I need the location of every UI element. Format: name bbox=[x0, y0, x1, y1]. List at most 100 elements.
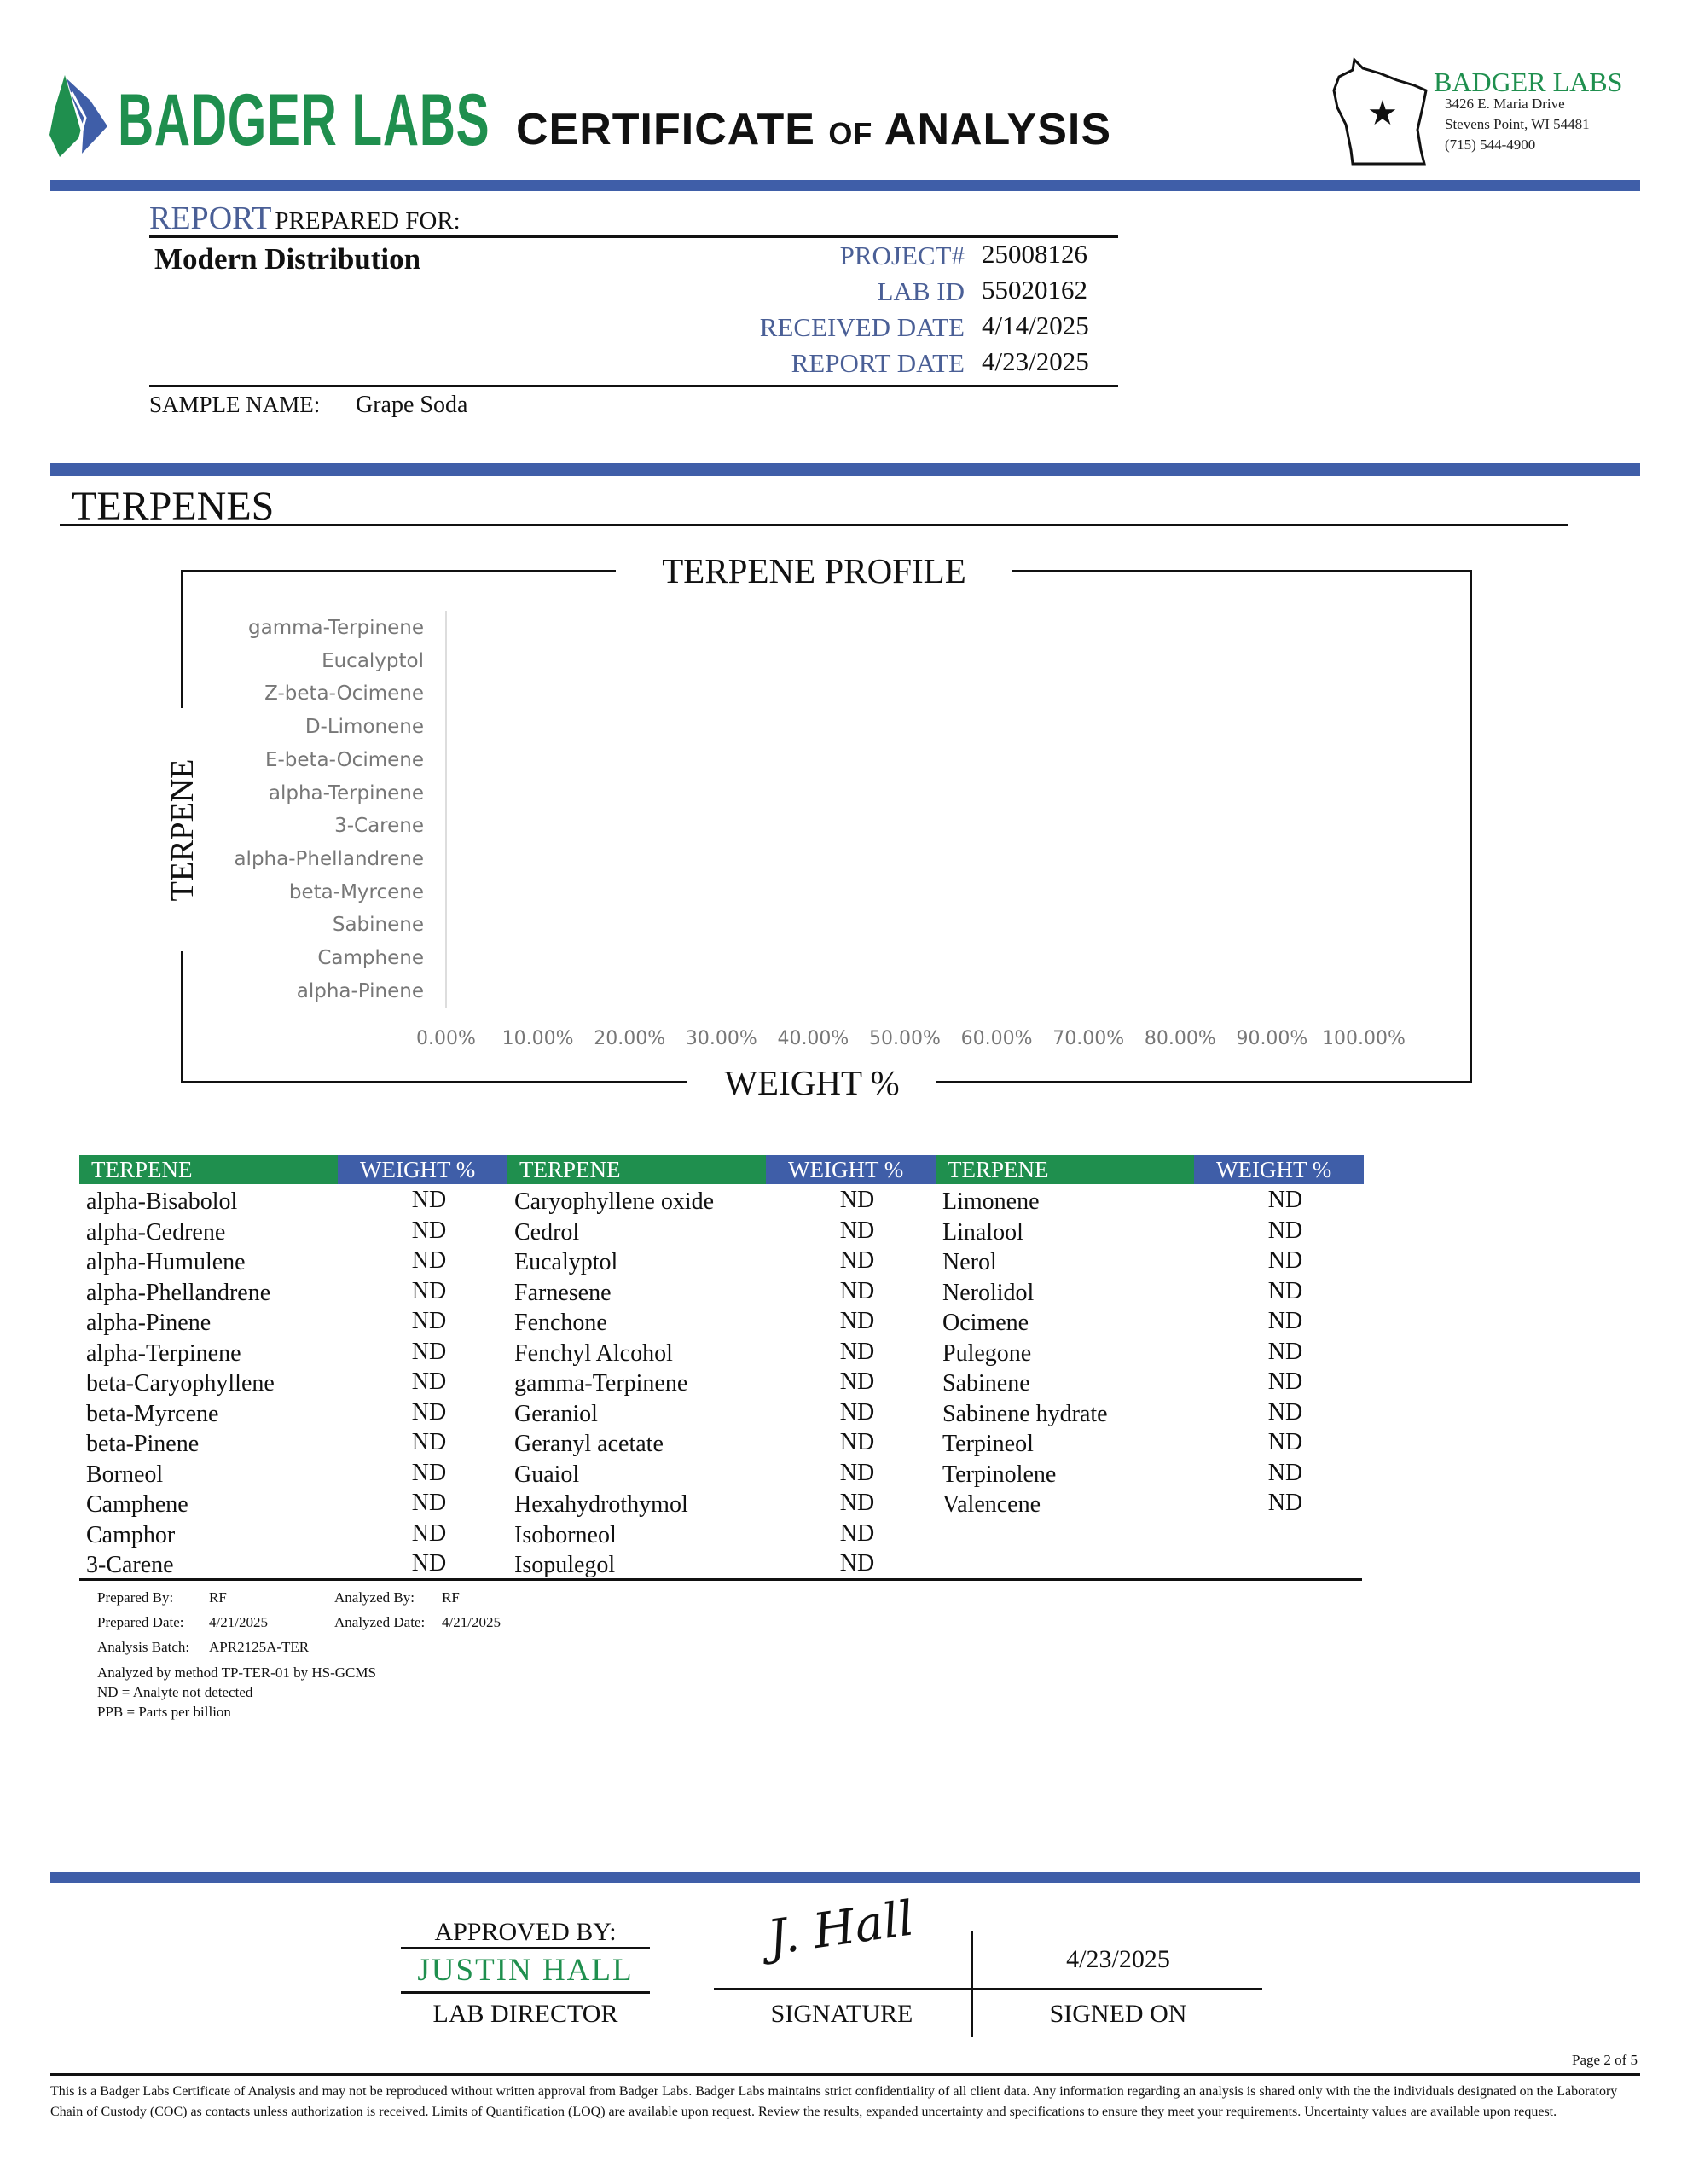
chart-x-tick-label: 80.00% bbox=[1144, 1028, 1216, 1049]
chart-category-label: Camphene bbox=[317, 947, 424, 969]
prepared-by-value: RF bbox=[209, 1589, 227, 1606]
terpene-name: Terpineol bbox=[942, 1431, 1034, 1457]
terpene-weight: ND bbox=[1267, 1277, 1303, 1304]
lab-id-value: 55020162 bbox=[982, 275, 1087, 305]
address-company-name: BADGER LABS bbox=[1434, 67, 1623, 97]
report-prepared-for-heading: REPORT PREPARED FOR: bbox=[149, 200, 461, 236]
column-header-terpene: TERPENE bbox=[507, 1155, 766, 1184]
terpene-weight: ND bbox=[411, 1490, 447, 1516]
terpene-weight: ND bbox=[411, 1217, 447, 1244]
terpene-weight: ND bbox=[839, 1247, 875, 1274]
section-title: TERPENES bbox=[72, 484, 275, 529]
terpene-name: alpha-Terpinene bbox=[86, 1339, 241, 1367]
report-date-label: REPORT DATE bbox=[791, 348, 965, 378]
project-value: 25008126 bbox=[982, 239, 1087, 269]
terpene-weight: ND bbox=[839, 1459, 875, 1486]
divider bbox=[149, 385, 1118, 387]
terpene-name: Isoborneol bbox=[514, 1521, 617, 1548]
terpene-name: Fenchyl Alcohol bbox=[514, 1339, 673, 1367]
chart-category-label: gamma-Terpinene bbox=[248, 617, 424, 639]
analyzed-by-label: Analyzed By: bbox=[334, 1589, 415, 1606]
column-header-terpene: TERPENE bbox=[936, 1155, 1194, 1184]
chart-y-axis-line bbox=[445, 611, 447, 1008]
chart-category-label: Z-beta-Ocimene bbox=[264, 682, 424, 706]
chart-category-label: Eucalyptol bbox=[322, 649, 424, 672]
terpene-name: Linalool bbox=[942, 1218, 1023, 1246]
table-bottom-rule bbox=[79, 1578, 1362, 1581]
signature-separator bbox=[971, 1931, 973, 2037]
terpene-weight: ND bbox=[411, 1187, 447, 1213]
chart-x-tick-label: 90.00% bbox=[1236, 1028, 1308, 1049]
terpene-name: alpha-Cedrene bbox=[86, 1218, 226, 1246]
terpene-weight: ND bbox=[411, 1277, 447, 1304]
approver-role: LAB DIRECTOR bbox=[432, 2000, 618, 2028]
terpene-name: alpha-Humulene bbox=[86, 1249, 246, 1275]
signature-label: SIGNATURE bbox=[770, 2000, 913, 2028]
signature-image: J. Hall bbox=[764, 1891, 918, 1966]
approved-by-label: APPROVED BY: bbox=[434, 1918, 617, 1946]
chart-category-label: D-Limonene bbox=[304, 716, 424, 739]
ppb-note: PPB = Parts per billion bbox=[97, 1704, 231, 1720]
terpene-name: alpha-Phellandrene bbox=[86, 1279, 271, 1306]
terpene-weight: ND bbox=[1267, 1429, 1303, 1455]
terpene-weight: ND bbox=[839, 1550, 875, 1577]
analyzed-date-value: 4/21/2025 bbox=[442, 1614, 501, 1630]
project-label: PROJECT# bbox=[839, 241, 965, 270]
divider bbox=[50, 2073, 1640, 2076]
terpene-weight: ND bbox=[839, 1338, 875, 1365]
lab-id-label: LAB ID bbox=[877, 276, 965, 306]
header-divider-bar bbox=[50, 180, 1640, 191]
received-date-label: RECEIVED DATE bbox=[759, 312, 965, 342]
terpene-name: Ocimene bbox=[942, 1310, 1029, 1336]
footer-divider-bar bbox=[50, 1872, 1640, 1883]
page-number: Page 2 of 5 bbox=[1572, 2052, 1638, 2068]
address-street: 3426 E. Maria Drive bbox=[1445, 96, 1565, 112]
wisconsin-map-icon: ★ bbox=[1332, 56, 1428, 166]
terpene-weight: ND bbox=[411, 1368, 447, 1395]
terpene-name: 3-Carene bbox=[86, 1552, 174, 1578]
chart-category-label: 3-Carene bbox=[334, 815, 424, 838]
chart-category-label: alpha-Phellandrene bbox=[234, 847, 424, 870]
terpene-name: Farnesene bbox=[514, 1279, 612, 1306]
terpene-weight: ND bbox=[1267, 1459, 1303, 1486]
terpene-name: beta-Caryophyllene bbox=[86, 1370, 275, 1397]
terpene-weight: ND bbox=[411, 1459, 447, 1486]
chart-x-tick-label: 0.00% bbox=[416, 1028, 476, 1049]
terpene-weight: ND bbox=[411, 1519, 447, 1547]
signed-on-label: SIGNED ON bbox=[1049, 2000, 1187, 2028]
address-city: Stevens Point, WI 54481 bbox=[1445, 116, 1590, 132]
chart-x-tick-label: 60.00% bbox=[960, 1028, 1033, 1049]
chart-x-tick-label: 100.00% bbox=[1322, 1028, 1406, 1049]
signed-date: 4/23/2025 bbox=[1066, 1945, 1170, 1973]
terpene-name: Terpinolene bbox=[942, 1461, 1057, 1488]
logo-text: BADGER LABS bbox=[118, 79, 490, 161]
section-divider-bar bbox=[50, 463, 1640, 476]
column-header-weight: WEIGHT % bbox=[338, 1155, 507, 1184]
terpene-weight: ND bbox=[1267, 1490, 1303, 1516]
chart-x-tick-label: 70.00% bbox=[1052, 1028, 1125, 1049]
terpene-name: Sabinene hydrate bbox=[942, 1400, 1108, 1427]
terpene-name: Geranyl acetate bbox=[514, 1431, 664, 1457]
analyzed-date-label: Analyzed Date: bbox=[334, 1614, 426, 1630]
terpene-name: Valencene bbox=[942, 1491, 1041, 1518]
chart-category-label: beta-Myrcene bbox=[288, 880, 424, 903]
chart-category-label: Sabinene bbox=[332, 914, 424, 937]
prepared-by-label: Prepared By: bbox=[97, 1589, 174, 1606]
terpene-weight: ND bbox=[839, 1277, 875, 1304]
terpene-name: Nerol bbox=[942, 1249, 997, 1275]
terpene-name: Isopulegol bbox=[514, 1552, 616, 1578]
chart-x-tick-label: 40.00% bbox=[777, 1028, 849, 1049]
chart-category-label: E-beta-Ocimene bbox=[264, 748, 424, 771]
divider bbox=[401, 1991, 650, 1994]
chart-y-axis-label: TERPENE bbox=[164, 753, 201, 907]
terpene-name: beta-Myrcene bbox=[86, 1400, 219, 1427]
terpene-weight: ND bbox=[411, 1398, 447, 1426]
terpene-name: Camphene bbox=[86, 1491, 188, 1518]
column-header-weight: WEIGHT % bbox=[766, 1155, 936, 1184]
chart-category-label: alpha-Pinene bbox=[296, 979, 424, 1002]
terpene-weight: ND bbox=[1267, 1247, 1303, 1274]
terpene-weight: ND bbox=[839, 1490, 875, 1516]
analysis-batch-label: Analysis Batch: bbox=[97, 1639, 190, 1655]
terpene-name: Hexahydrothymol bbox=[514, 1491, 688, 1518]
terpene-name: Geraniol bbox=[514, 1400, 598, 1427]
